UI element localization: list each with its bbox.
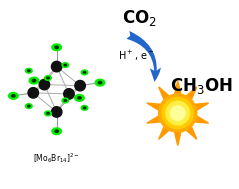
Ellipse shape [9, 93, 18, 99]
Ellipse shape [83, 107, 86, 109]
Ellipse shape [32, 79, 36, 82]
Ellipse shape [62, 63, 69, 67]
Circle shape [75, 81, 85, 91]
Ellipse shape [75, 94, 84, 101]
Text: CO$_2$: CO$_2$ [122, 8, 157, 28]
Circle shape [64, 89, 74, 99]
Ellipse shape [29, 77, 39, 84]
Polygon shape [195, 103, 209, 110]
Polygon shape [187, 87, 197, 99]
Polygon shape [195, 116, 209, 123]
Ellipse shape [81, 70, 88, 75]
Ellipse shape [26, 104, 32, 108]
Ellipse shape [52, 128, 61, 135]
Ellipse shape [64, 64, 66, 66]
Circle shape [170, 106, 185, 120]
Polygon shape [159, 127, 169, 139]
FancyArrowPatch shape [126, 31, 161, 82]
Ellipse shape [12, 95, 15, 97]
Circle shape [51, 107, 62, 117]
Ellipse shape [95, 79, 105, 86]
Ellipse shape [45, 111, 51, 116]
Text: H$^+$, e$^-$: H$^+$, e$^-$ [118, 49, 154, 63]
Circle shape [28, 88, 38, 98]
Ellipse shape [28, 70, 30, 72]
Circle shape [159, 94, 197, 132]
Ellipse shape [45, 76, 51, 80]
Ellipse shape [98, 81, 102, 84]
Polygon shape [147, 116, 160, 123]
Ellipse shape [47, 112, 49, 114]
Ellipse shape [78, 97, 81, 99]
Ellipse shape [81, 105, 88, 110]
Ellipse shape [83, 72, 86, 73]
Polygon shape [147, 103, 160, 110]
Ellipse shape [47, 77, 49, 79]
Text: CH$_3$OH: CH$_3$OH [170, 76, 233, 96]
Ellipse shape [62, 98, 69, 103]
Polygon shape [175, 81, 181, 94]
Text: [Mo$_6$Br$_{14}$]$^{2-}$: [Mo$_6$Br$_{14}$]$^{2-}$ [33, 151, 80, 165]
Circle shape [166, 101, 190, 125]
Circle shape [162, 98, 193, 129]
Ellipse shape [26, 68, 32, 73]
Polygon shape [159, 87, 169, 99]
Circle shape [51, 61, 62, 72]
Ellipse shape [55, 46, 58, 49]
Ellipse shape [64, 100, 66, 101]
Circle shape [39, 79, 50, 90]
Ellipse shape [55, 130, 58, 132]
Polygon shape [187, 127, 197, 139]
Ellipse shape [52, 44, 61, 51]
Polygon shape [175, 132, 181, 146]
Ellipse shape [28, 105, 30, 107]
